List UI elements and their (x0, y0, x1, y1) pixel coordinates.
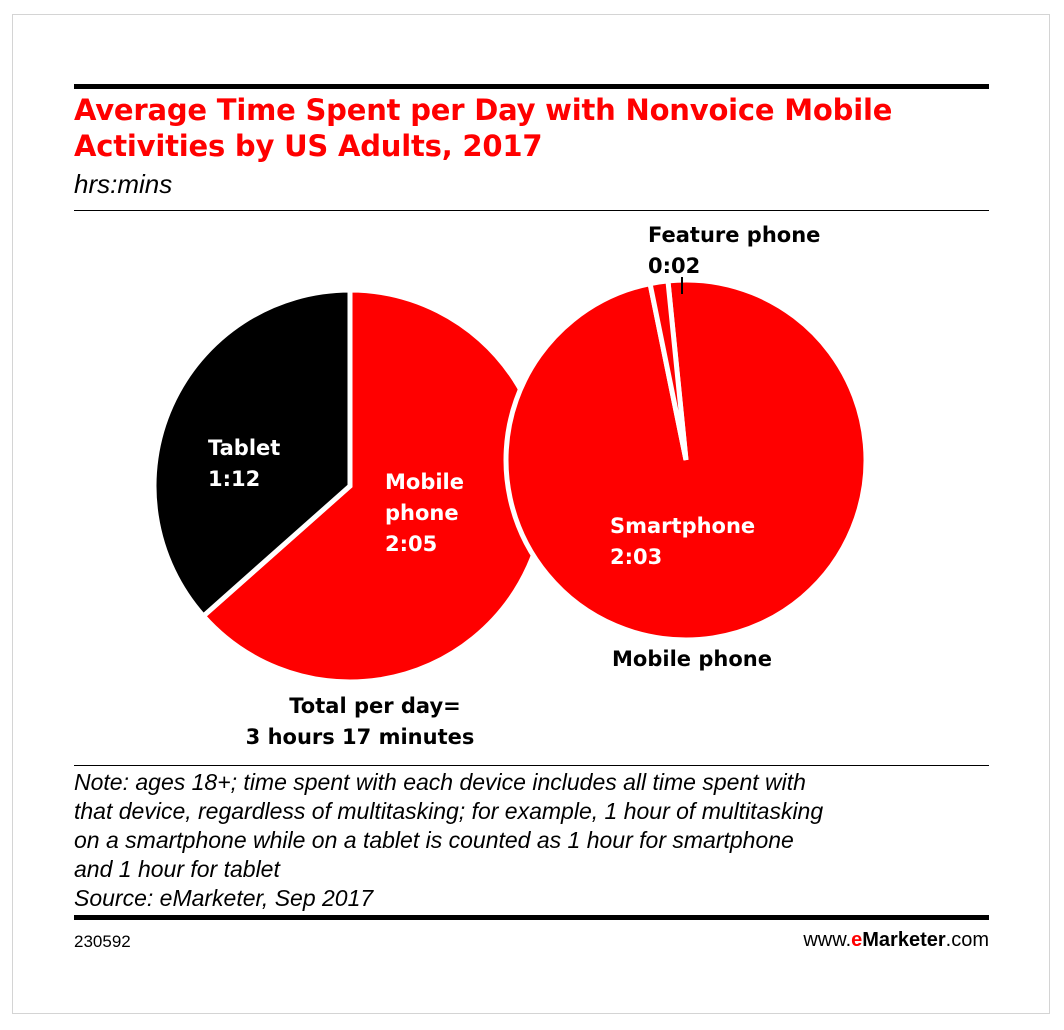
top-rule (74, 84, 989, 89)
note-line: that device, regardless of multitasking;… (74, 798, 824, 824)
mobile-phone-label-line1: Mobile (385, 470, 464, 494)
slice-tablet (151, 287, 353, 620)
note-line: on a smartphone while on a tablet is cou… (74, 827, 794, 853)
note-block: Note: ages 18+; time spent with each dev… (74, 768, 989, 913)
chart-title: Average Time Spent per Day with Nonvoice… (74, 93, 893, 163)
tablet-label: Tablet (208, 436, 280, 460)
bottom-rule (74, 915, 989, 920)
mobile-phone-label-line2: phone (385, 501, 459, 525)
brand-e: e (851, 929, 863, 951)
smartphone-label: Smartphone (610, 514, 755, 538)
brand-marketer: Marketer (862, 929, 946, 951)
brand-url: www.eMarketer.com (803, 929, 989, 952)
source-line: Source: eMarketer, Sep 2017 (74, 885, 374, 911)
slice-feature-phone (647, 278, 689, 461)
tablet-value: 1:12 (208, 467, 260, 491)
subtitle-rule (74, 210, 989, 211)
brand-suffix: .com (945, 929, 989, 951)
brand-prefix: www. (803, 929, 852, 951)
note-line: and 1 hour for tablet (74, 856, 280, 882)
chart-id: 230592 (74, 932, 131, 951)
chart-frame (12, 14, 1050, 1014)
total-label-line1: Total per day= (289, 694, 460, 718)
note-line: Note: ages 18+; time spent with each dev… (74, 769, 806, 795)
feature-phone-value: 0:02 (648, 254, 700, 278)
pie-mobile-phone-split (503, 277, 869, 643)
pie-device-split (151, 287, 549, 685)
note-rule (74, 765, 989, 766)
feature-phone-label: Feature phone (648, 223, 820, 247)
chart-subtitle: hrs:mins (74, 169, 173, 199)
total-label-line2: 3 hours 17 minutes (246, 725, 475, 749)
slice-mobile-phone (199, 287, 549, 685)
pie-charts: Tablet 1:12 Mobile phone 2:05 Total per … (151, 223, 869, 749)
smartphone-value: 2:03 (610, 545, 662, 569)
mobile-phone-pie-caption: Mobile phone (612, 647, 772, 671)
pie-labels: Tablet 1:12 Mobile phone 2:05 Total per … (208, 223, 820, 749)
mobile-phone-value: 2:05 (385, 532, 437, 556)
